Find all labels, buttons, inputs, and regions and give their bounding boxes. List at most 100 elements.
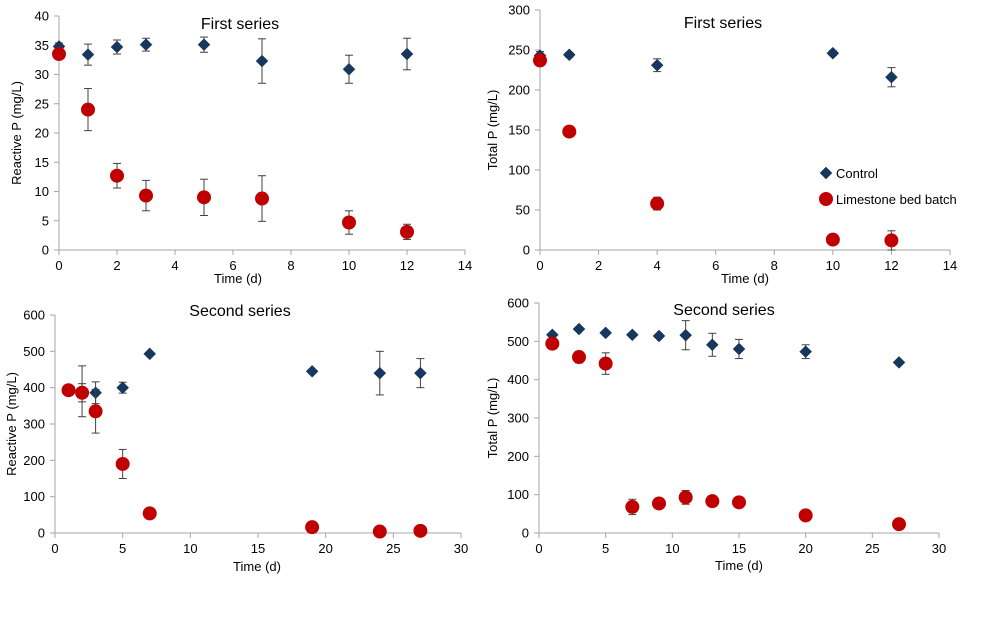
x-tick-label: 0 (51, 541, 58, 556)
y-tick-label: 200 (508, 83, 530, 98)
data-point-limestone (413, 523, 428, 538)
data-point-limestone (572, 350, 586, 365)
series-control (533, 46, 898, 88)
data-point-limestone (305, 520, 320, 535)
legend-label-limestone: Limestone bed batch (836, 192, 957, 207)
y-axis-label: Reactive P (mg/L) (4, 372, 19, 476)
chart-panel-3: 0 100 200 300 400 500 600 0 5 10 15 20 25 30 Second se… (4, 303, 468, 574)
data-point-limestone (88, 404, 103, 419)
data-point-limestone (545, 336, 560, 351)
data-point-control (799, 345, 813, 359)
y-tick-label: 10 (35, 184, 49, 199)
x-axis-label: Time (d) (233, 559, 281, 574)
chart-title: First series (684, 15, 762, 32)
chart-title: Second series (673, 302, 774, 319)
y-axis-label: Reactive P (mg/L) (9, 81, 24, 185)
x-tick-label: 0 (535, 541, 542, 556)
x-tick-label: 10 (183, 541, 197, 556)
y-tick-label: 500 (23, 344, 45, 359)
data-point-control (892, 356, 906, 369)
data-point-control (143, 347, 157, 361)
x-tick-label: 8 (771, 258, 778, 273)
series-control (52, 36, 414, 84)
data-point-control (305, 364, 319, 378)
y-tick-label: 500 (507, 334, 529, 349)
series-control (545, 320, 906, 369)
data-point-limestone (892, 517, 906, 532)
x-axis-label: Time (d) (721, 271, 769, 286)
x-tick-label: 10 (342, 258, 356, 273)
y-tick-label: 600 (507, 296, 529, 311)
data-point-limestone (81, 102, 95, 117)
data-point-control (342, 62, 356, 76)
series-limestone (52, 47, 414, 240)
data-point-control (81, 48, 95, 61)
x-tick-label: 4 (654, 258, 661, 273)
y-axis-label: Total P (mg/L) (485, 378, 500, 459)
data-point-limestone (825, 232, 840, 247)
x-tick-label: 20 (318, 541, 332, 556)
data-point-control (562, 48, 576, 62)
x-tick-label: 30 (932, 541, 946, 556)
y-tick-label: 250 (508, 43, 530, 58)
data-point-limestone (400, 224, 414, 239)
series-limestone (533, 53, 899, 251)
data-point-control (197, 38, 211, 52)
data-point-limestone (115, 456, 130, 471)
data-point-limestone (110, 168, 124, 183)
x-tick-label: 2 (595, 258, 602, 273)
x-tick-label: 20 (798, 541, 812, 556)
legend-marker-limestone (819, 192, 833, 206)
data-point-limestone (798, 508, 813, 523)
series-control (62, 347, 427, 418)
x-tick-label: 2 (113, 258, 120, 273)
data-point-control (599, 326, 613, 340)
series-limestone (545, 336, 906, 532)
legend: Control Limestone bed batch (819, 166, 957, 207)
data-point-control (625, 328, 639, 342)
chart-title: Second series (189, 303, 290, 320)
y-tick-label: 0 (522, 526, 529, 541)
data-point-control (373, 366, 387, 380)
x-tick-label: 0 (55, 258, 62, 273)
data-point-limestone (652, 496, 666, 511)
data-point-control (885, 70, 898, 84)
x-tick-label: 4 (171, 258, 178, 273)
x-tick-label: 15 (732, 541, 746, 556)
data-point-control (400, 47, 414, 61)
x-axis-label: Time (d) (214, 271, 262, 286)
data-point-control (255, 54, 269, 68)
y-tick-label: 25 (35, 96, 49, 111)
data-point-control (732, 342, 746, 356)
x-tick-label: 0 (536, 258, 543, 273)
y-tick-label: 40 (35, 9, 49, 24)
legend-marker-control (819, 166, 833, 180)
y-tick-label: 20 (35, 126, 49, 141)
data-point-limestone (650, 196, 665, 211)
y-tick-label: 50 (516, 203, 530, 218)
x-tick-label: 6 (712, 258, 719, 273)
y-tick-label: 400 (507, 372, 529, 387)
y-tick-label: 30 (35, 67, 49, 82)
x-tick-label: 14 (943, 258, 957, 273)
x-tick-label: 10 (826, 258, 840, 273)
x-tick-label: 14 (458, 258, 472, 273)
data-point-limestone (197, 190, 211, 205)
x-tick-label: 12 (400, 258, 414, 273)
y-tick-label: 400 (23, 380, 45, 395)
chart-title: First series (201, 16, 279, 33)
series-limestone (61, 383, 428, 539)
y-tick-label: 5 (42, 213, 49, 228)
x-tick-label: 25 (865, 541, 879, 556)
y-tick-label: 200 (23, 453, 45, 468)
x-tick-label: 8 (287, 258, 294, 273)
data-point-control (650, 58, 664, 72)
y-tick-label: 0 (523, 243, 530, 258)
data-point-limestone (142, 506, 157, 521)
y-tick-label: 200 (507, 449, 529, 464)
x-tick-label: 30 (454, 541, 468, 556)
data-point-control (826, 46, 840, 60)
data-point-control (572, 322, 586, 336)
chart-panel-1: 0 5 10 15 20 25 30 35 40 0 2 4 6 8 10 12 14 First series T… (9, 9, 472, 287)
